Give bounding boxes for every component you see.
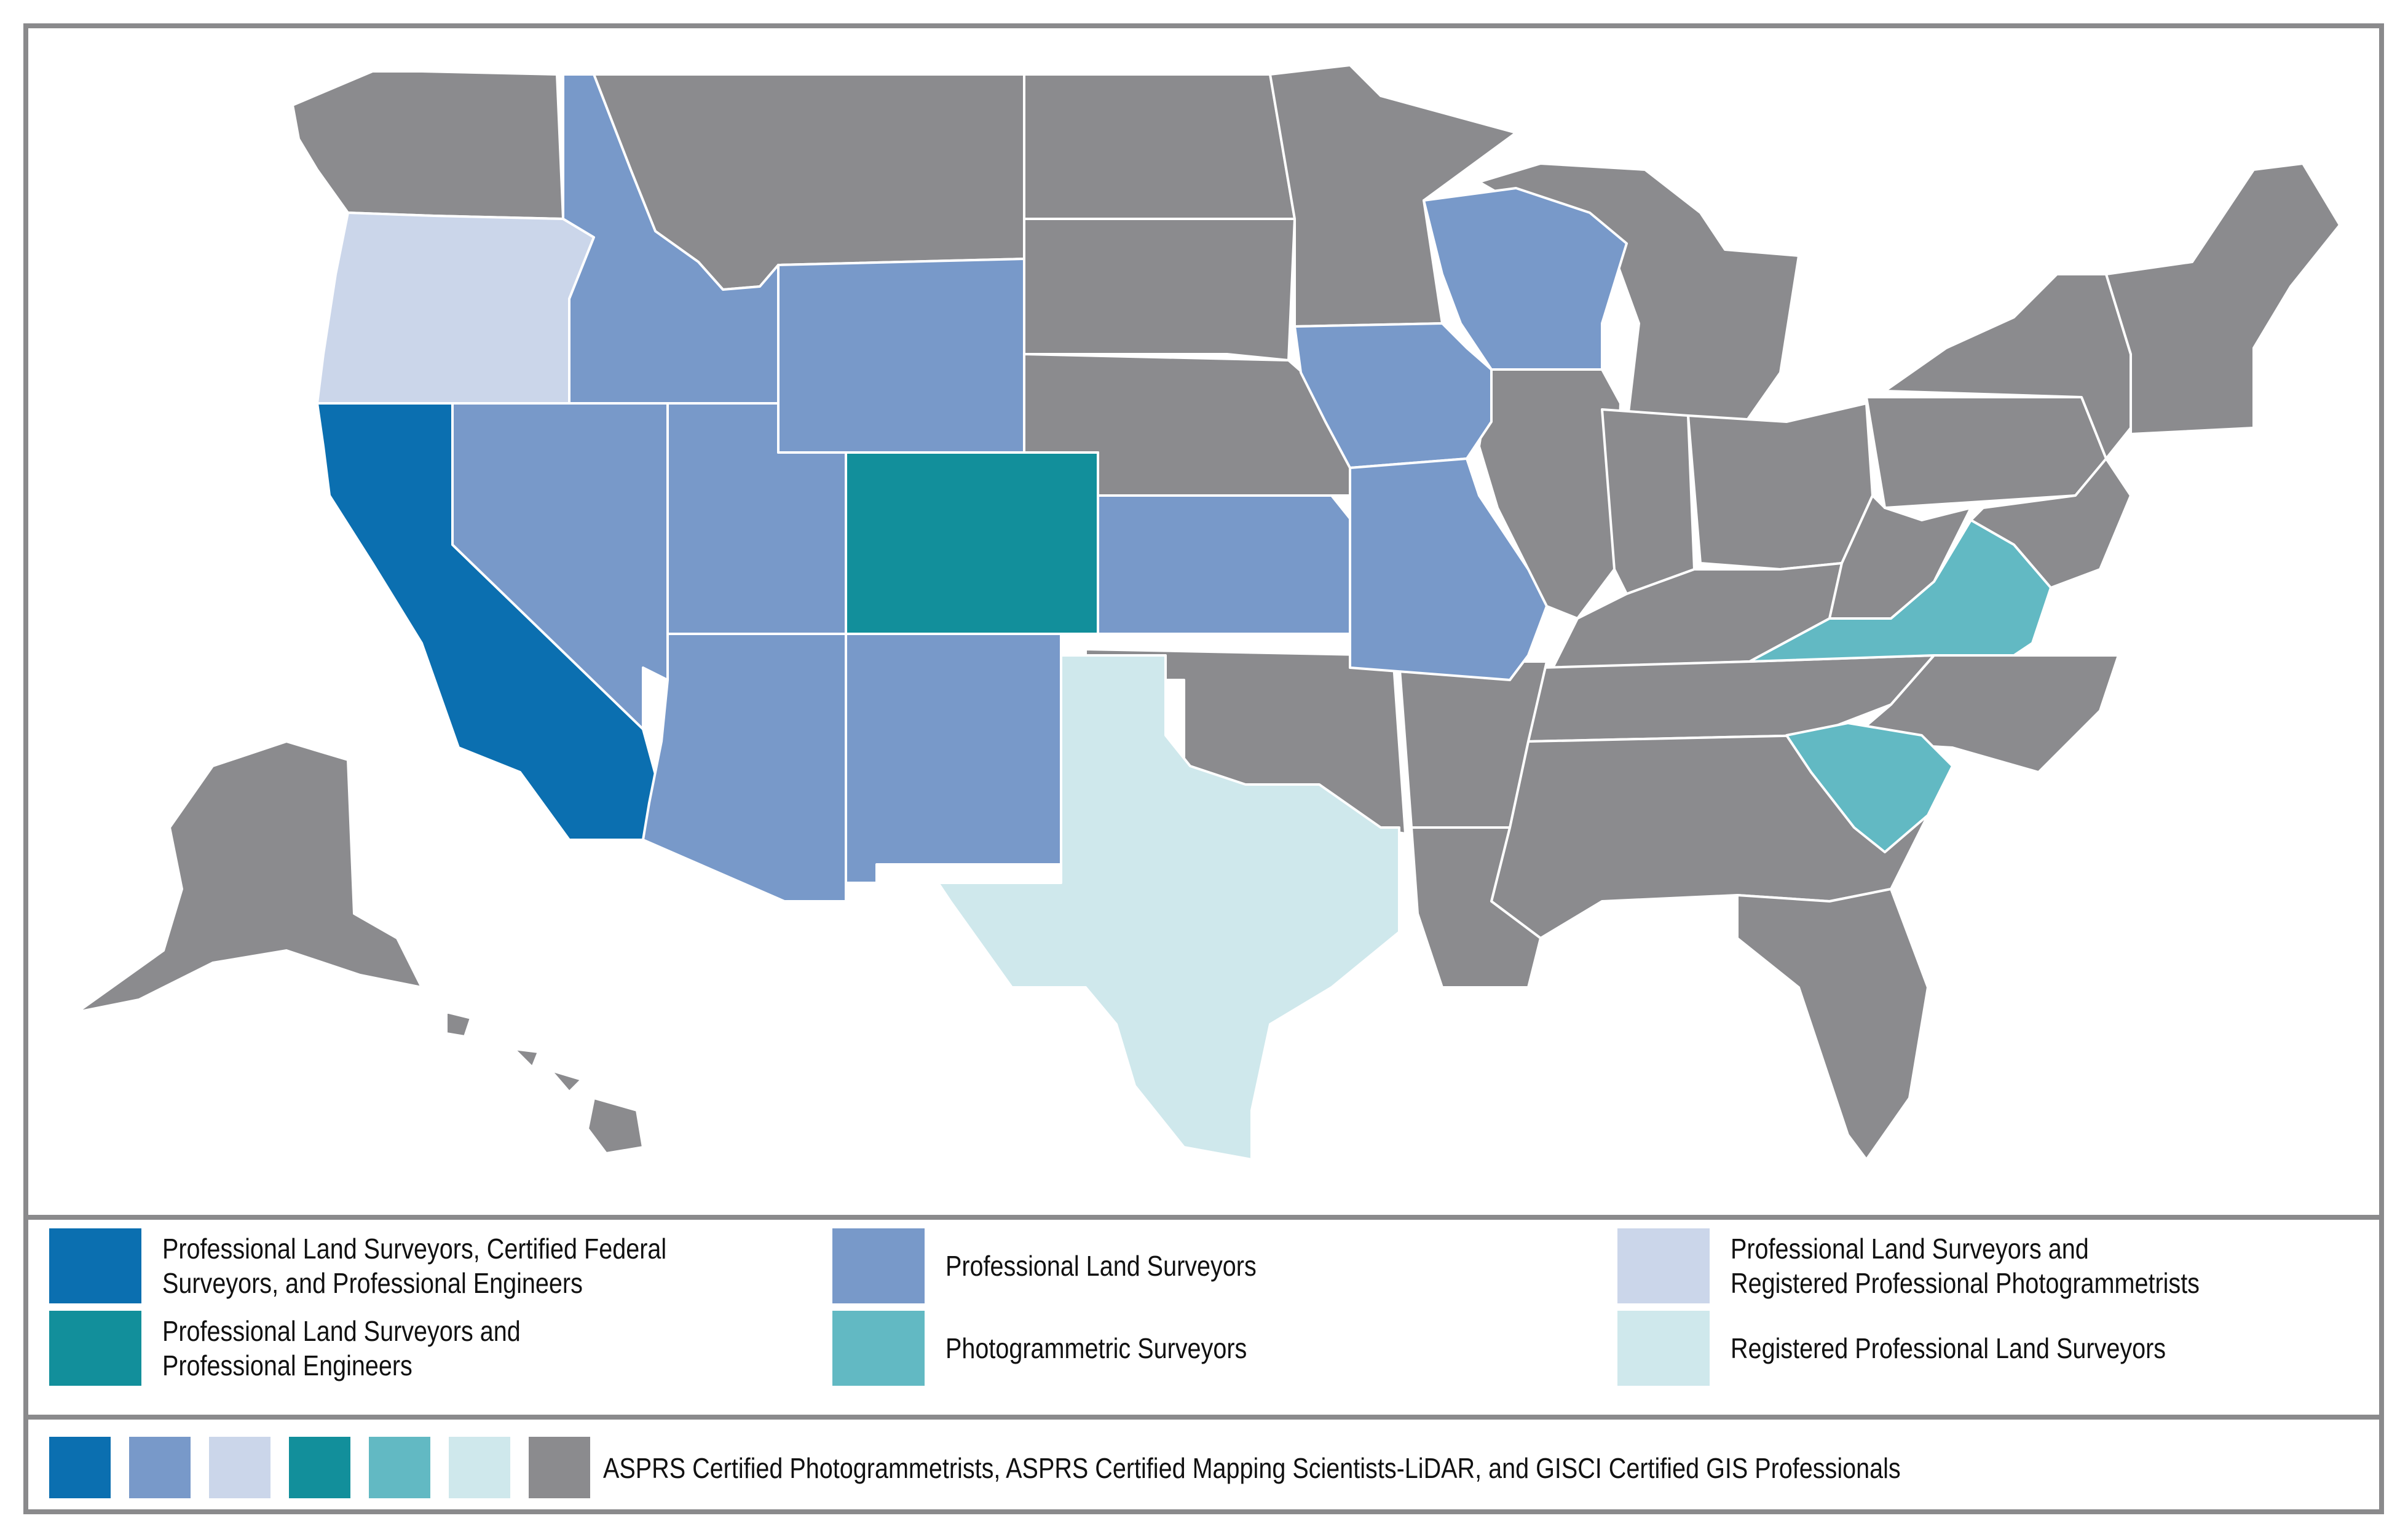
state-ohio[interactable] <box>1687 402 1874 571</box>
state-washington[interactable] <box>291 70 564 220</box>
legend-swatch <box>1617 1228 1710 1303</box>
state-pennsylvania[interactable] <box>1865 396 2107 509</box>
state-texas[interactable] <box>937 654 1400 1161</box>
gray-states <box>76 64 2341 1161</box>
state-new-england[interactable] <box>2105 162 2341 435</box>
state-alaska[interactable] <box>76 740 423 1013</box>
state-kansas[interactable] <box>1097 494 1357 635</box>
state-indiana[interactable] <box>1601 408 1695 595</box>
state-louisiana[interactable] <box>1410 826 1542 989</box>
legend-swatch <box>1617 1311 1710 1386</box>
state-virginia[interactable] <box>1748 519 2052 663</box>
state-iowa[interactable] <box>1293 322 1493 469</box>
footer-swatch <box>209 1437 270 1498</box>
state-wyoming[interactable] <box>777 258 1025 454</box>
legend-label: Professional Land Surveyors <box>945 1250 1257 1282</box>
state-south-dakota[interactable] <box>1023 218 1296 362</box>
state-north-dakota[interactable] <box>1023 73 1296 220</box>
legend-swatch <box>832 1228 925 1303</box>
legend-item-pls-cfs-pe: Professional Land Surveyors, Certified F… <box>49 1228 900 1303</box>
legend-label: Professional Land Surveyors and Register… <box>1731 1233 2200 1299</box>
footer-label: ASPRS Certified Photogrammetrists, ASPRS… <box>603 1452 1901 1484</box>
legend-swatch <box>49 1228 141 1303</box>
state-florida[interactable] <box>1736 888 1929 1161</box>
state-missouri[interactable] <box>1349 457 1548 681</box>
legend-item-pls-rpp: Professional Land Surveyors and Register… <box>1617 1228 2408 1303</box>
legend: Professional Land Surveyors, Certified F… <box>28 1215 2379 1415</box>
map-frame: Professional Land Surveyors, Certified F… <box>23 23 2384 1514</box>
footer-legend: ASPRS Certified Photogrammetrists, ASPRS… <box>28 1415 2379 1509</box>
legend-label: Professional Land Surveyors, Certified F… <box>162 1233 667 1299</box>
footer-swatch <box>289 1437 350 1498</box>
legend-swatch <box>832 1311 925 1386</box>
footer-swatch-row <box>49 1437 590 1498</box>
legend-item-photogrammetric: Photogrammetric Surveyors <box>832 1311 1683 1386</box>
us-map-svg <box>76 64 2341 1161</box>
state-wisconsin[interactable] <box>1423 187 1628 371</box>
state-idaho[interactable] <box>562 73 780 405</box>
footer-swatch <box>369 1437 430 1498</box>
state-hawaii[interactable] <box>445 1011 644 1155</box>
footer-swatch <box>129 1437 191 1498</box>
state-south-carolina[interactable] <box>1785 722 1954 853</box>
legend-swatch <box>49 1311 141 1386</box>
legend-item-pls: Professional Land Surveyors <box>832 1228 1683 1303</box>
state-new-mexico[interactable] <box>845 633 1062 884</box>
legend-label: Photogrammetric Surveyors <box>945 1332 1247 1364</box>
colored-states <box>316 73 2052 1161</box>
footer-swatch <box>449 1437 510 1498</box>
state-oregon[interactable] <box>316 211 595 405</box>
legend-item-rpls: Registered Professional Land Surveyors <box>1617 1311 2408 1386</box>
legend-item-pls-pe: Professional Land Surveyors and Professi… <box>49 1311 900 1386</box>
legend-label: Professional Land Surveyors and Professi… <box>162 1315 521 1381</box>
state-colorado[interactable] <box>845 451 1099 635</box>
us-map <box>28 28 2379 1215</box>
state-arizona[interactable] <box>642 633 847 903</box>
legend-label: Registered Professional Land Surveyors <box>1731 1332 2166 1364</box>
footer-swatch <box>529 1437 590 1498</box>
footer-swatch <box>49 1437 111 1498</box>
